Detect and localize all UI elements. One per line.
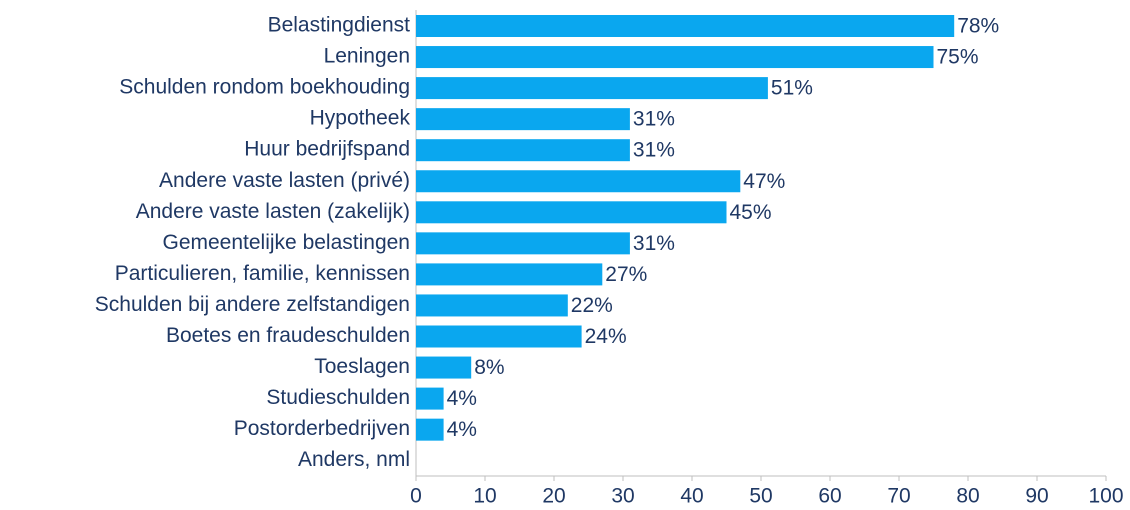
y-tick-label: Leningen	[324, 45, 410, 68]
x-tick-label: 80	[956, 485, 979, 508]
y-tick-label: Schulden rondom boekhouding	[119, 76, 410, 99]
value-label: 4%	[447, 387, 477, 410]
x-tick-label: 50	[749, 485, 772, 508]
y-tick-label: Andere vaste lasten (privé)	[159, 169, 410, 192]
y-tick-label: Anders, nml	[298, 448, 410, 471]
value-label: 27%	[605, 263, 647, 286]
bar	[416, 325, 582, 348]
value-label: 4%	[447, 418, 477, 441]
bar	[416, 263, 603, 286]
x-tick-label: 20	[542, 485, 565, 508]
bar	[416, 108, 630, 131]
y-tick-label: Studieschulden	[266, 386, 410, 409]
bar	[416, 139, 630, 162]
y-tick-label: Postorderbedrijven	[234, 417, 410, 440]
bar	[416, 77, 768, 100]
value-label: 24%	[585, 325, 627, 348]
bar	[416, 46, 934, 69]
bar	[416, 294, 568, 317]
bar	[416, 170, 741, 193]
y-tick-label: Particulieren, familie, kennissen	[115, 262, 410, 285]
value-label: 31%	[633, 232, 675, 255]
y-tick-label: Boetes en fraudeschulden	[166, 324, 410, 347]
bar	[416, 356, 472, 379]
y-tick-label: Gemeentelijke belastingen	[163, 231, 411, 254]
bar	[416, 201, 727, 224]
value-label: 22%	[571, 294, 613, 317]
y-tick-label: Toeslagen	[314, 355, 410, 378]
value-label: 31%	[633, 108, 675, 131]
x-tick-label: 10	[473, 485, 496, 508]
y-tick-label: Belastingdienst	[268, 14, 411, 37]
bar	[416, 232, 630, 255]
value-label: 78%	[957, 15, 999, 38]
value-label: 31%	[633, 139, 675, 162]
value-label: 47%	[743, 170, 785, 193]
y-tick-label: Andere vaste lasten (zakelijk)	[136, 200, 410, 223]
bar	[416, 418, 444, 441]
x-tick-label: 30	[611, 485, 634, 508]
value-label: 45%	[730, 201, 772, 224]
y-tick-label: Huur bedrijfspand	[244, 138, 410, 161]
x-tick-label: 40	[680, 485, 703, 508]
value-label: 51%	[771, 77, 813, 100]
bar	[416, 15, 955, 37]
y-tick-label: Hypotheek	[310, 107, 411, 130]
x-tick-label: 60	[818, 485, 841, 508]
bar	[416, 387, 444, 410]
x-tick-label: 0	[410, 485, 422, 508]
x-tick-label: 70	[887, 485, 910, 508]
value-label: 75%	[937, 46, 979, 69]
x-tick-label: 90	[1025, 485, 1048, 508]
y-tick-label: Schulden bij andere zelfstandigen	[95, 293, 410, 316]
x-tick-label: 100	[1088, 485, 1123, 508]
value-label: 8%	[474, 356, 504, 379]
